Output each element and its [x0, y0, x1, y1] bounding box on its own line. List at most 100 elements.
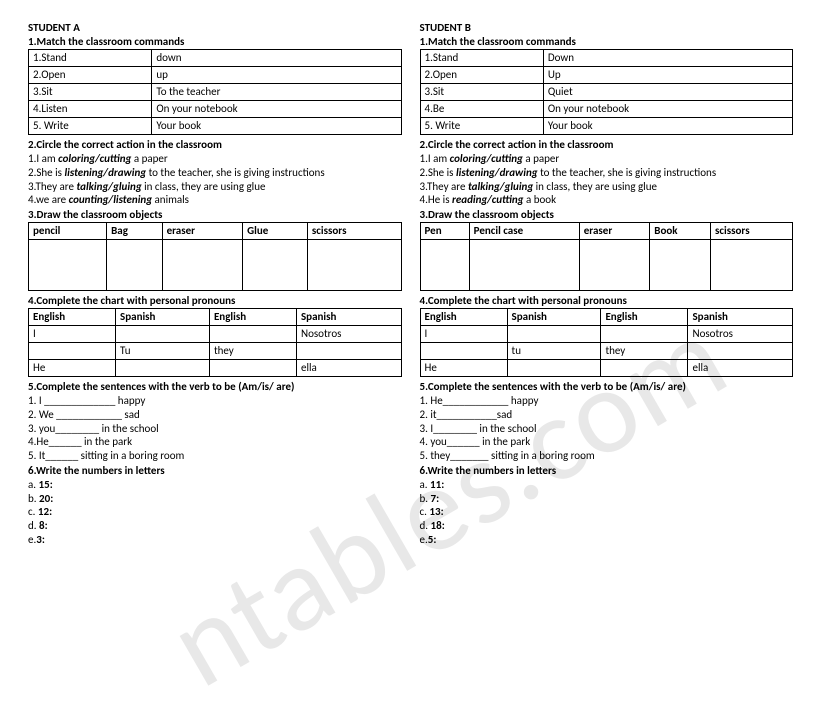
q4-table: EnglishSpanishEnglishSpanishINosotrosTut… [28, 308, 402, 377]
table-cell: I [29, 326, 116, 343]
table-cell [601, 326, 688, 343]
table-row: 1.Standdown [29, 50, 402, 67]
q6-number: 7: [431, 492, 440, 505]
q2-choice: counting/listening [69, 193, 152, 206]
q6-number: 12: [38, 505, 52, 518]
q6-number: 13: [429, 505, 443, 518]
q6-number: 3: [36, 533, 45, 546]
q6-letter: d. [420, 519, 431, 532]
table-header-cell: eraser [579, 223, 650, 240]
worksheet-container: STUDENT A1.Match the classroom commands1… [0, 0, 821, 567]
q2-line: 2.She is listening/drawing to the teache… [420, 166, 794, 180]
table-cell: 4.Be [420, 101, 543, 118]
table-cell [650, 240, 711, 291]
q2-pre: 2.She is [420, 166, 456, 179]
table-header-cell: Book [650, 223, 711, 240]
table-cell: up [152, 67, 401, 84]
q2-pre: 1.I am [28, 152, 58, 165]
q2-line: 3.They are talking/gluing in class, they… [28, 180, 402, 194]
table-header-cell: Spanish [116, 309, 210, 326]
table-cell [601, 360, 688, 377]
table-header-cell: scissors [711, 223, 793, 240]
q3-heading: 3.Draw the classroom objects [28, 208, 402, 221]
table-cell [209, 360, 296, 377]
table-cell [107, 240, 162, 291]
table-row: 5. WriteYour book [29, 118, 402, 135]
table-cell: 3.Sit [420, 84, 543, 101]
table-cell: I [420, 326, 507, 343]
q3-table: PenPencil caseeraserBookscissors [420, 222, 794, 291]
q2-post: to the teacher, she is giving instructio… [538, 166, 717, 179]
table-cell: Tu [116, 343, 210, 360]
q5-line: 4.He______ in the park [28, 435, 402, 449]
q2-post: to the teacher, she is giving instructio… [146, 166, 325, 179]
table-cell [116, 326, 210, 343]
table-header-cell: pencil [29, 223, 107, 240]
q6-line: e.5: [420, 533, 794, 547]
q1-table: 1.StandDown2.OpenUp3.SitQuiet4.BeOn your… [420, 49, 794, 135]
q6-letter: a. [28, 478, 39, 491]
table-cell: 3.Sit [29, 84, 152, 101]
q2-post: animals [152, 193, 189, 206]
q5-line: 5. It______ sitting in a boring room [28, 449, 402, 463]
table-row: 1.StandDown [420, 50, 793, 67]
table-header-cell: Spanish [296, 309, 401, 326]
table-cell: 2.Open [29, 67, 152, 84]
q6-heading: 6.Write the numbers in letters [420, 464, 794, 477]
q4-heading: 4.Complete the chart with personal prono… [420, 294, 794, 307]
q6-number: 15: [39, 478, 53, 491]
q6-line: b. 7: [420, 492, 794, 506]
table-header-cell: English [420, 309, 507, 326]
table-cell [29, 343, 116, 360]
q2-line: 1.I am coloring/cutting a paper [28, 152, 402, 166]
table-row: EnglishSpanishEnglishSpanish [420, 309, 793, 326]
table-row [29, 240, 402, 291]
table-cell: On your notebook [152, 101, 401, 118]
table-header-cell: Glue [243, 223, 308, 240]
table-cell [507, 360, 601, 377]
table-cell: down [152, 50, 401, 67]
table-header-cell: Spanish [507, 309, 601, 326]
q6-letter: c. [28, 505, 38, 518]
q5-line: 3. I________ in the school [420, 422, 794, 436]
q6-line: b. 20: [28, 492, 402, 506]
table-cell: To the teacher [152, 84, 401, 101]
q2-post: in class, they are using glue [142, 180, 266, 193]
table-cell: 2.Open [420, 67, 543, 84]
table-row: Heella [29, 360, 402, 377]
table-cell [420, 343, 507, 360]
table-row: Tuthey [29, 343, 402, 360]
table-cell [711, 240, 793, 291]
q5-line: 4. you______ in the park [420, 435, 794, 449]
table-row: 2.Openup [29, 67, 402, 84]
table-cell: On your notebook [543, 101, 792, 118]
q2-heading: 2.Circle the correct action in the class… [28, 138, 402, 151]
q6-letter: e. [28, 533, 36, 546]
table-cell [420, 240, 469, 291]
table-cell [307, 240, 401, 291]
table-header-cell: Pen [420, 223, 469, 240]
table-row: 2.OpenUp [420, 67, 793, 84]
table-row: 4.ListenOn your notebook [29, 101, 402, 118]
table-cell: 4.Listen [29, 101, 152, 118]
q6-number: 5: [428, 533, 437, 546]
q1-table: 1.Standdown2.Openup3.SitTo the teacher4.… [28, 49, 402, 135]
q2-line: 3.They are talking/gluing in class, they… [420, 180, 794, 194]
student-b-column: STUDENT B1.Match the classroom commands1… [420, 20, 794, 547]
table-cell [162, 240, 243, 291]
table-cell [688, 343, 793, 360]
q6-letter: b. [28, 492, 39, 505]
q2-post: a paper [523, 152, 559, 165]
q5-heading: 5.Complete the sentences with the verb t… [420, 380, 794, 393]
q5-line: 5. they_______ sitting in a boring room [420, 449, 794, 463]
q2-choice: coloring/cutting [450, 152, 523, 165]
q2-pre: 2.She is [28, 166, 64, 179]
table-cell: Nosotros [296, 326, 401, 343]
q2-line: 1.I am coloring/cutting a paper [420, 152, 794, 166]
table-cell: tu [507, 343, 601, 360]
table-row: 3.SitTo the teacher [29, 84, 402, 101]
table-header-cell: English [29, 309, 116, 326]
table-cell: 1.Stand [420, 50, 543, 67]
table-cell: Up [543, 67, 792, 84]
table-cell: they [209, 343, 296, 360]
